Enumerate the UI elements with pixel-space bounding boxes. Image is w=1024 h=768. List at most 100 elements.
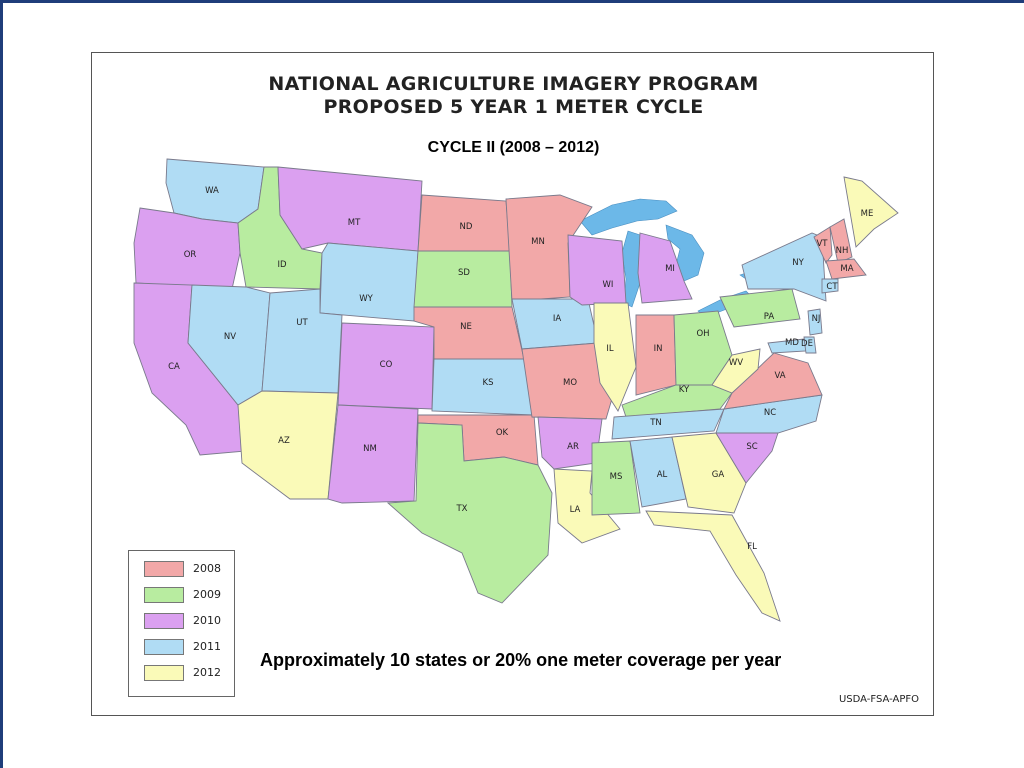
state-label-de: DE xyxy=(801,339,813,349)
state-label-nm: NM xyxy=(363,444,377,454)
state-label-ia: IA xyxy=(553,314,562,324)
state-label-me: ME xyxy=(861,209,874,219)
state-label-tn: TN xyxy=(649,418,662,428)
state-mi xyxy=(637,232,693,304)
map-subtitle: CYCLE II (2008 – 2012) xyxy=(427,139,600,156)
state-az xyxy=(237,390,339,500)
state-label-mo: MO xyxy=(563,378,577,388)
state-label-ms: MS xyxy=(610,472,623,482)
state-label-al: AL xyxy=(657,470,668,480)
state-label-tx: TX xyxy=(455,504,467,514)
legend-swatch xyxy=(144,561,184,577)
state-wy xyxy=(319,242,419,322)
state-label-ca: CA xyxy=(168,362,180,372)
state-label-or: OR xyxy=(184,250,197,260)
state-nm xyxy=(327,404,419,504)
state-ia xyxy=(511,298,599,350)
state-in xyxy=(635,314,677,396)
state-label-ma: MA xyxy=(840,264,853,274)
state-label-oh: OH xyxy=(696,329,709,339)
state-label-sd: SD xyxy=(458,268,470,278)
state-label-nh: NH xyxy=(836,246,849,256)
state-label-ny: NY xyxy=(792,258,804,268)
state-label-md: MD xyxy=(785,338,799,348)
state-label-sc: SC xyxy=(746,442,757,452)
state-label-ky: KY xyxy=(679,385,690,395)
state-label-mt: MT xyxy=(348,218,361,228)
state-label-fl: FL xyxy=(747,542,757,552)
state-pa xyxy=(719,288,801,328)
us-state-map: WA OR CA ID NV MT WY UT AZ CO NM ND SD NE KS OK TX MN IA MO… xyxy=(133,158,899,622)
legend-label: 2012 xyxy=(193,666,221,679)
state-label-ks: KS xyxy=(483,378,494,388)
legend-label: 2011 xyxy=(193,640,221,653)
state-label-wv: WV xyxy=(729,358,743,368)
state-label-va: VA xyxy=(774,371,785,381)
states-layer xyxy=(133,158,899,622)
state-label-wy: WY xyxy=(359,294,373,304)
state-ar xyxy=(537,416,603,470)
state-label-ar: AR xyxy=(567,442,579,452)
legend-item-2009: 2009 xyxy=(144,587,234,605)
state-wv xyxy=(711,348,761,394)
state-label-nc: NC xyxy=(764,408,776,418)
state-il xyxy=(593,302,637,412)
map-panel: NATIONAL AGRICULTURE IMAGERY PROGRAM PRO… xyxy=(91,52,934,716)
state-label-il: IL xyxy=(606,344,614,354)
state-de xyxy=(803,336,817,354)
state-wi xyxy=(567,234,627,306)
state-label-in: IN xyxy=(654,344,663,354)
state-label-nd: ND xyxy=(460,222,473,232)
legend-label: 2008 xyxy=(193,562,221,575)
state-fl xyxy=(645,510,781,622)
state-label-ct: CT xyxy=(826,282,838,292)
state-label-wa: WA xyxy=(205,186,219,196)
coverage-note: Approximately 10 states or 20% one meter… xyxy=(260,650,782,670)
source-credit: USDA-FSA-APFO xyxy=(838,694,919,705)
legend-item-2010: 2010 xyxy=(144,613,234,631)
state-label-ut: UT xyxy=(296,318,308,328)
state-nj xyxy=(807,308,823,336)
state-label-mi: MI xyxy=(665,264,675,274)
state-ny xyxy=(741,232,827,302)
state-tx xyxy=(386,422,553,604)
state-label-mn: MN xyxy=(531,237,545,247)
state-me xyxy=(843,176,899,248)
title-line-2: PROPOSED 5 YEAR 1 METER CYCLE xyxy=(323,96,704,118)
legend-item-2011: 2011 xyxy=(144,639,234,657)
legend-item-2012: 2012 xyxy=(144,665,234,683)
legend-swatch xyxy=(144,639,184,655)
map-title: NATIONAL AGRICULTURE IMAGERY PROGRAM PRO… xyxy=(92,73,935,119)
legend: 2008 2009 2010 2011 2012 xyxy=(128,550,235,697)
state-mt xyxy=(277,166,423,252)
state-label-co: CO xyxy=(380,360,393,370)
state-labels: WA OR CA ID NV MT WY UT AZ CO NM ND SD NE KS OK TX MN IA MO… xyxy=(168,186,873,552)
legend-item-2008: 2008 xyxy=(144,561,234,579)
state-label-ok: OK xyxy=(496,428,509,438)
state-nh xyxy=(829,218,853,264)
state-mo xyxy=(521,342,617,420)
state-label-ne: NE xyxy=(460,322,472,332)
state-label-la: LA xyxy=(570,505,581,515)
legend-swatch xyxy=(144,665,184,681)
legend-label: 2010 xyxy=(193,614,221,627)
state-label-vt: VT xyxy=(816,239,828,249)
title-line-1: NATIONAL AGRICULTURE IMAGERY PROGRAM xyxy=(268,73,759,95)
state-label-id: ID xyxy=(277,260,287,270)
state-va xyxy=(723,352,823,410)
legend-swatch xyxy=(144,587,184,603)
state-sd xyxy=(413,250,513,308)
state-label-ga: GA xyxy=(712,470,725,480)
state-vt xyxy=(813,226,833,264)
state-label-nj: NJ xyxy=(812,314,821,324)
state-label-pa: PA xyxy=(764,312,775,322)
state-ma xyxy=(825,258,867,280)
lake-superior xyxy=(579,198,678,236)
state-label-nv: NV xyxy=(224,332,236,342)
state-label-az: AZ xyxy=(278,436,290,446)
state-ct xyxy=(821,278,839,294)
legend-swatch xyxy=(144,613,184,629)
state-ms xyxy=(591,440,641,516)
legend-label: 2009 xyxy=(193,588,221,601)
